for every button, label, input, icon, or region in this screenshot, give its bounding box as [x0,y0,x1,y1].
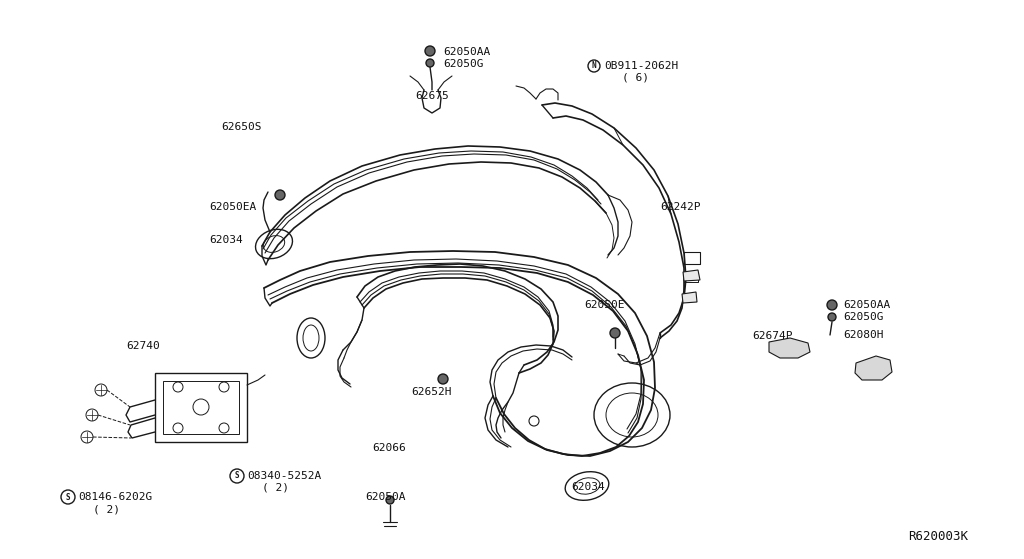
Circle shape [386,496,394,504]
Text: 62050A: 62050A [365,492,406,502]
Text: 62652H: 62652H [411,387,452,397]
Text: 62050G: 62050G [443,59,483,69]
Text: ( 6): ( 6) [622,73,649,83]
Polygon shape [855,356,892,380]
Circle shape [425,46,435,56]
Text: 62740: 62740 [126,341,160,351]
Text: 62675: 62675 [415,91,449,101]
Circle shape [275,190,285,200]
Text: 62034: 62034 [209,235,243,245]
Circle shape [610,328,620,338]
Circle shape [438,374,449,384]
Circle shape [827,300,837,310]
Text: 0B911-2062H: 0B911-2062H [604,61,678,71]
Text: 62050EA: 62050EA [209,202,256,212]
Text: 62080H: 62080H [843,330,884,340]
Text: 62050G: 62050G [843,312,884,322]
Text: S: S [66,492,71,501]
Circle shape [828,313,836,321]
Polygon shape [682,292,697,303]
Text: 62650S: 62650S [221,122,261,132]
Circle shape [426,59,434,67]
Text: 62242P: 62242P [660,202,700,212]
Text: R620003K: R620003K [908,529,968,542]
Text: 62674P: 62674P [752,331,793,341]
Text: 62050E: 62050E [584,300,625,310]
Text: S: S [234,471,240,481]
Text: ( 2): ( 2) [93,504,120,514]
Text: 08146-6202G: 08146-6202G [78,492,153,502]
Polygon shape [769,338,810,358]
Polygon shape [683,270,700,281]
Text: ( 2): ( 2) [262,483,289,493]
Bar [155,373,247,442]
Text: 62066: 62066 [372,443,406,453]
Text: 08340-5252A: 08340-5252A [247,471,322,481]
Text: 62050AA: 62050AA [443,47,490,57]
Text: 62034: 62034 [571,482,605,492]
Text: N: N [592,61,596,70]
Bar [163,381,239,434]
Text: 62050AA: 62050AA [843,300,890,310]
